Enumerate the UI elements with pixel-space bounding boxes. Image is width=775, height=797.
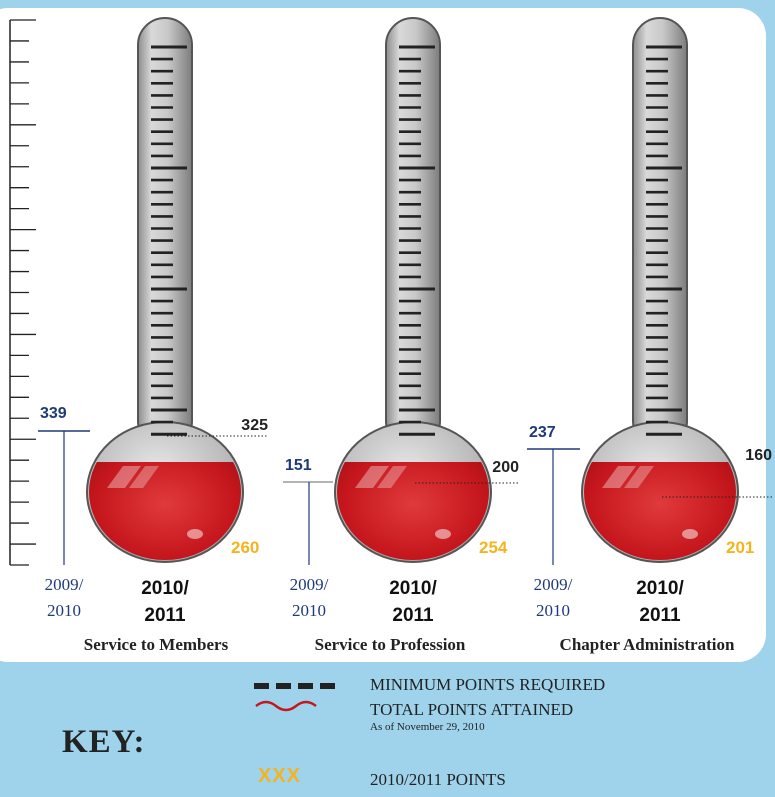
current-points-label: 260 <box>231 538 259 557</box>
red-fill <box>584 462 736 560</box>
category-label: Service to Members <box>84 635 229 654</box>
key-minimum-label: MINIMUM POINTS REQUIRED <box>370 675 606 694</box>
current-points-label: 254 <box>479 538 508 557</box>
prev-year-label: 2010 <box>536 601 570 620</box>
prev-year-label: 2009/ <box>45 575 84 594</box>
minimum-dash-symbol <box>254 683 338 689</box>
prev-year-label: 2009/ <box>534 575 573 594</box>
glass-highlight <box>624 466 654 488</box>
minimum-required-label: 200 <box>492 459 519 476</box>
thermometer-group: 151 200 254 2009/2010 2010/2011 Service to Pr… <box>283 17 519 654</box>
thermometer-chart: 339 325 260 2009/2010 2010/2011 Service to Me… <box>9 17 772 654</box>
glass-highlight <box>129 466 159 488</box>
category-label: Chapter Administration <box>560 635 735 654</box>
glass-highlight <box>377 466 407 488</box>
key-as-of-label: As of November 29, 2010 <box>370 721 485 733</box>
current-year-label: 2010/ <box>141 578 189 599</box>
glass-highlight <box>107 466 141 488</box>
minimum-required-label: 160 <box>745 447 772 464</box>
current-year-label: 2011 <box>639 605 681 626</box>
glass-highlight <box>435 529 451 539</box>
current-year-label: 2011 <box>392 605 434 626</box>
red-fill <box>337 462 489 560</box>
glass-highlight <box>355 466 389 488</box>
prev-value-label: 339 <box>40 405 67 422</box>
current-year-label: 2011 <box>144 605 186 626</box>
red-fill <box>89 462 241 560</box>
key-legend: KEY: XXX MINIMUM POINTS REQUIRED TOTAL P… <box>0 662 775 797</box>
thermometer-group: 339 325 260 2009/2010 2010/2011 Service to Me… <box>38 17 268 654</box>
current-year-label: 2010/ <box>636 578 684 599</box>
category-label: Service to Profession <box>315 635 466 654</box>
xxx-symbol: XXX <box>258 765 302 787</box>
key-total-label: TOTAL POINTS ATTAINED <box>370 700 574 719</box>
current-points-label: 201 <box>726 538 754 557</box>
glass-highlight <box>602 466 636 488</box>
key-title: KEY: <box>62 724 146 760</box>
prev-year-label: 2010 <box>47 601 81 620</box>
prev-value-label: 237 <box>529 424 556 441</box>
current-year-label: 2010/ <box>389 578 437 599</box>
prev-year-label: 2010 <box>292 601 326 620</box>
glass-highlight <box>187 529 203 539</box>
thermometer-group: 237 160 201 2009/2010 2010/2011 Chapter Admin… <box>527 17 772 654</box>
key-points-label: 2010/2011 POINTS <box>370 770 506 789</box>
minimum-required-label: 325 <box>241 417 268 434</box>
red-wave-symbol <box>255 700 317 712</box>
prev-year-label: 2009/ <box>290 575 329 594</box>
glass-highlight <box>682 529 698 539</box>
prev-value-label: 151 <box>285 457 312 474</box>
